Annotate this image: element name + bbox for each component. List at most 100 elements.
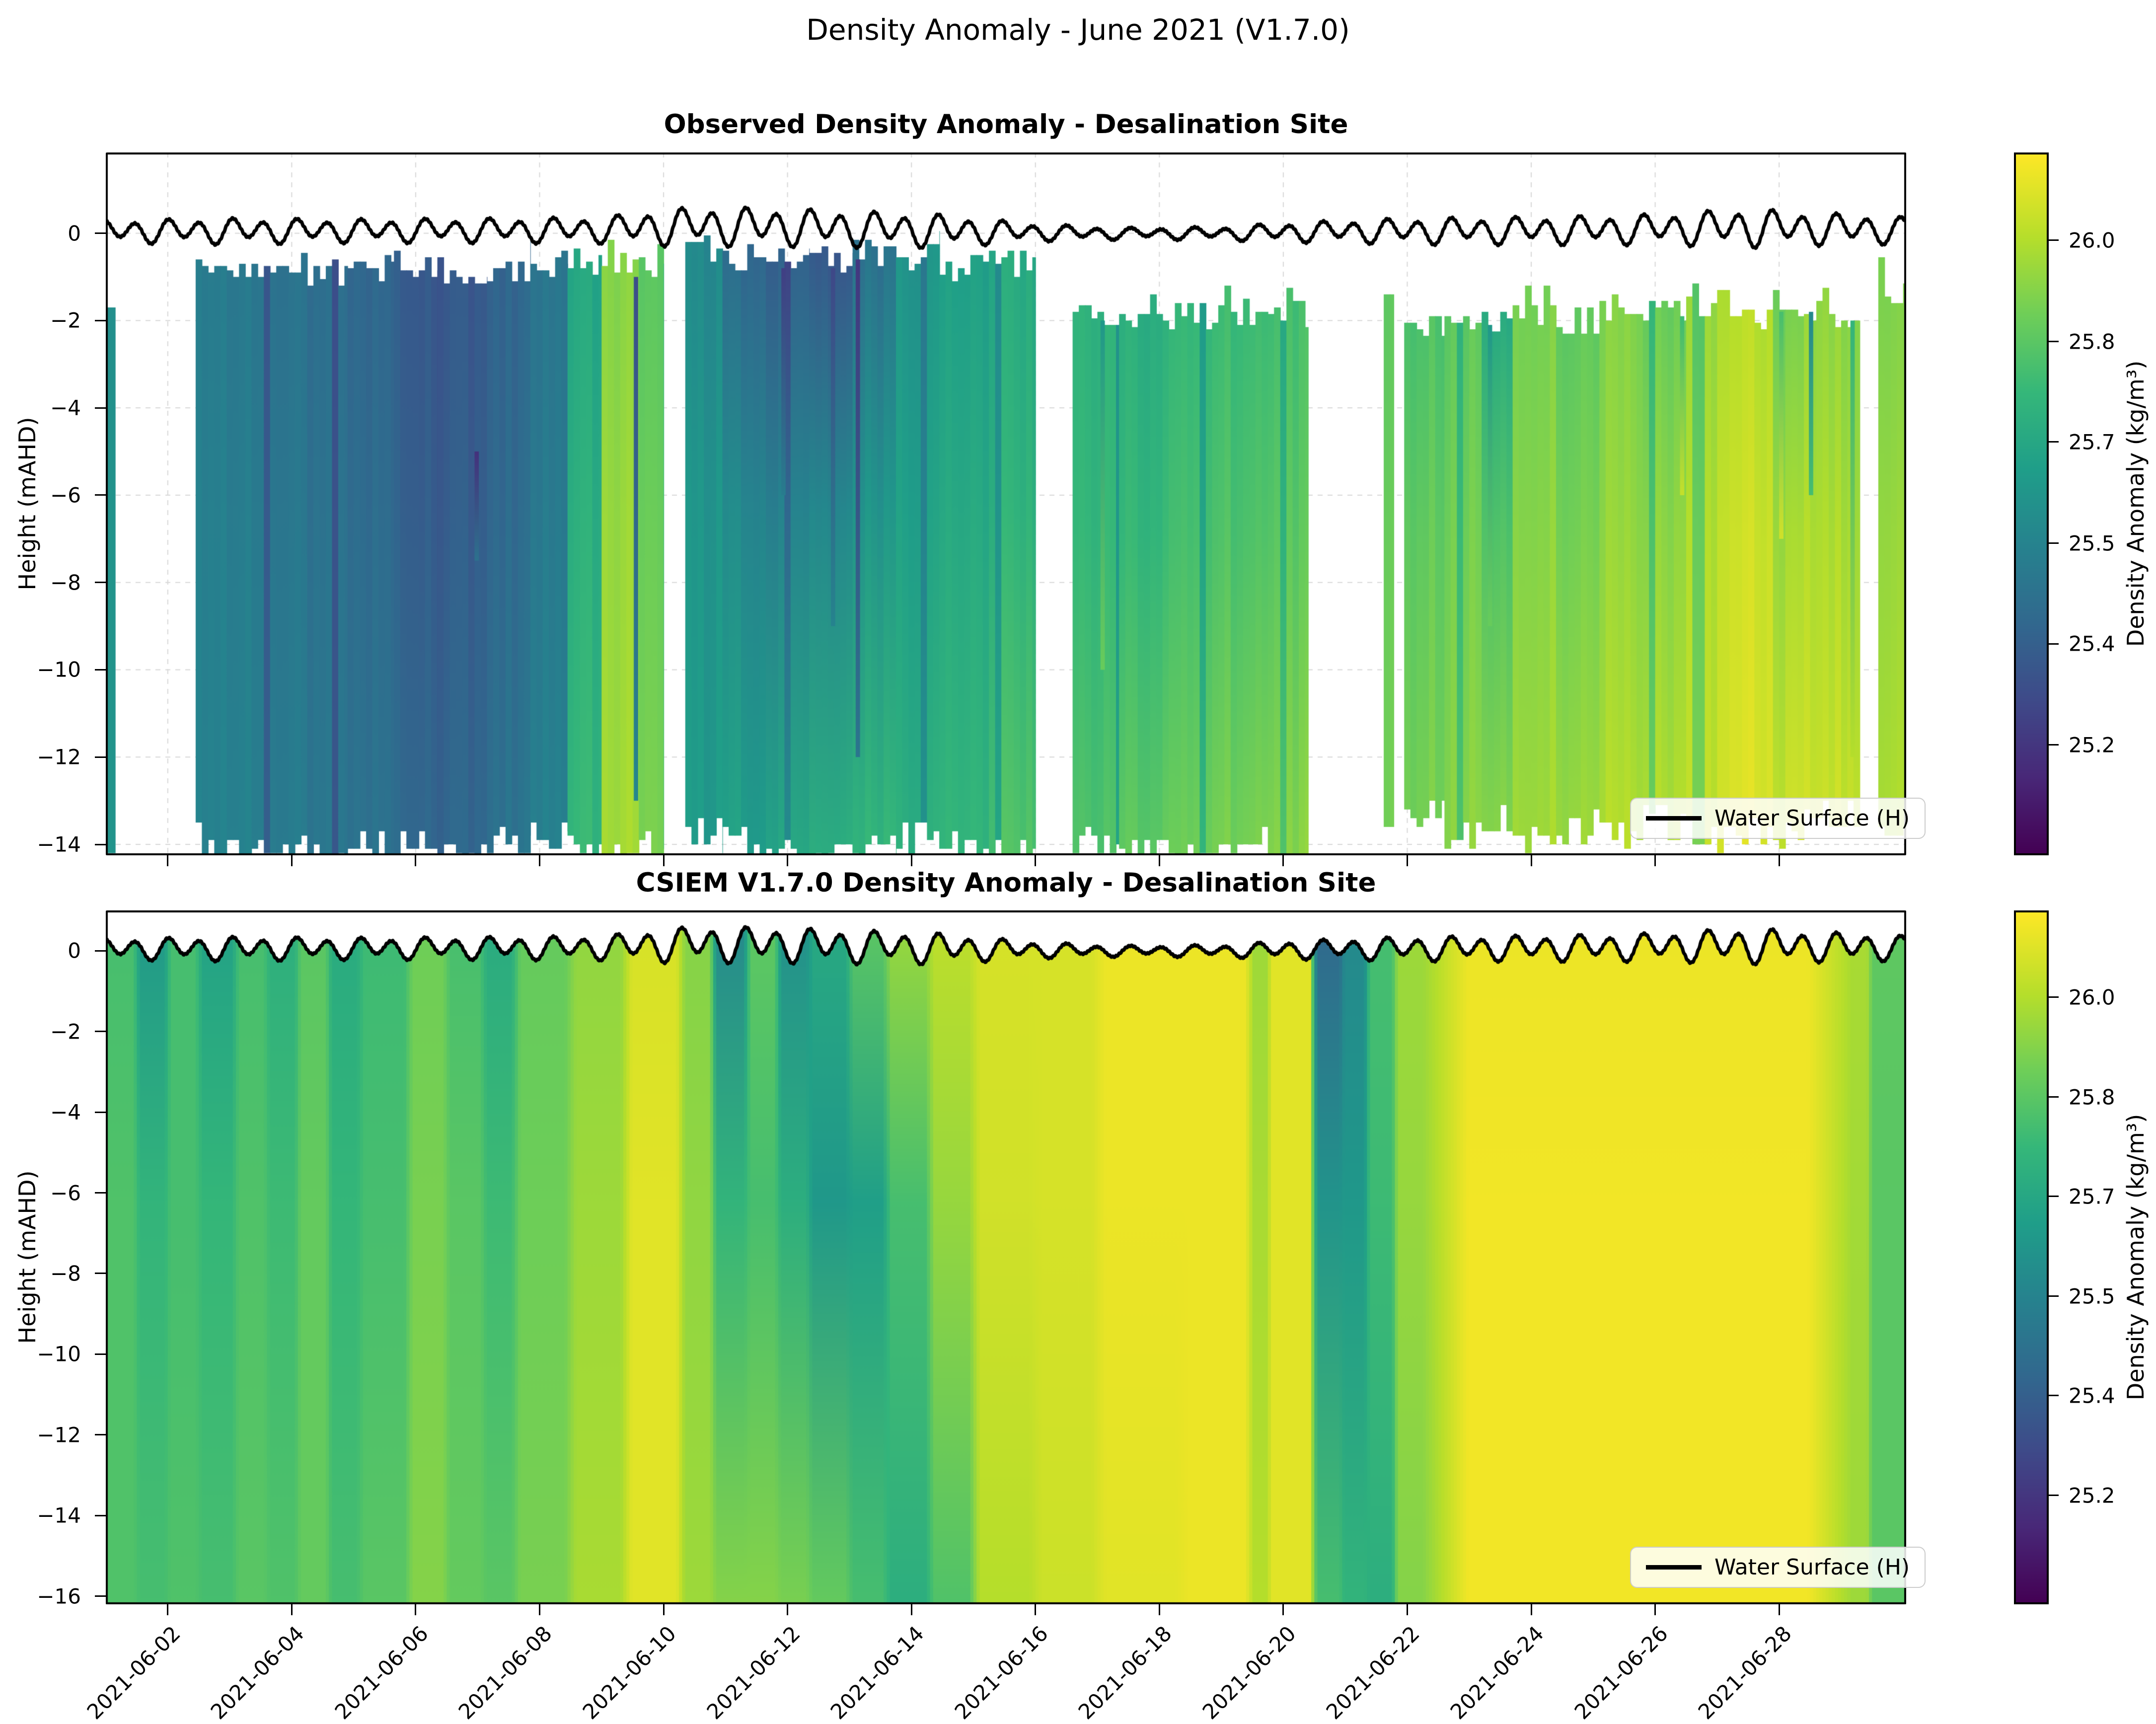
x-tick: [663, 1604, 665, 1615]
model-heatmap-canvas: [106, 910, 1906, 1604]
panel-title-observed: Observed Density Anomaly - Desalination …: [664, 109, 1348, 140]
y-tick: [95, 1273, 106, 1274]
y-tick: [95, 319, 106, 321]
x-tick: [1654, 855, 1656, 866]
colorbar-tick: [2049, 1295, 2059, 1297]
y-tick-label: −6: [50, 483, 81, 508]
x-tick: [1406, 855, 1408, 866]
colorbar-tick-label: 25.5: [2069, 1284, 2115, 1309]
x-tick-label-text: 2021-06-22: [1321, 1621, 1425, 1724]
x-tick: [1282, 855, 1284, 866]
y-tick: [95, 1514, 106, 1516]
colorbar-tick: [2049, 643, 2059, 645]
y-tick-label: 0: [68, 221, 81, 246]
y-tick-label: −14: [37, 1503, 81, 1528]
x-tick: [538, 855, 540, 866]
y-tick: [95, 756, 106, 758]
x-tick: [1158, 1604, 1160, 1615]
y-tick-label: −6: [50, 1181, 81, 1205]
colorbar-model: [2014, 910, 2049, 1604]
legend-model: Water Surface (H): [1630, 1547, 1926, 1588]
water-surface-line-swatch: [1646, 1565, 1702, 1570]
x-tick: [1530, 855, 1532, 866]
y-tick: [95, 1111, 106, 1113]
x-tick: [538, 1604, 540, 1615]
colorbar-label-observed: Density Anomaly (kg/m³): [2122, 360, 2149, 647]
colorbar-tick: [2049, 1395, 2059, 1396]
colorbar-tick-label: 25.5: [2069, 531, 2115, 556]
x-tick-label-text: 2021-06-08: [453, 1621, 557, 1724]
x-tick: [1654, 1604, 1656, 1615]
colorbar-tick-label: 25.4: [2069, 631, 2115, 656]
legend-label: Water Surface (H): [1714, 806, 1910, 831]
x-tick: [910, 1604, 912, 1615]
colorbar-tick: [2049, 341, 2059, 343]
x-tick-label-text: 2021-06-28: [1693, 1621, 1796, 1724]
y-tick: [95, 669, 106, 671]
x-tick: [787, 855, 789, 866]
y-tick-label: −2: [50, 1019, 81, 1044]
x-tick: [663, 855, 665, 866]
y-tick-label: −16: [37, 1584, 81, 1609]
colorbar-tick-label: 25.4: [2069, 1383, 2115, 1408]
y-tick: [95, 1353, 106, 1355]
x-tick-label-text: 2021-06-18: [1073, 1621, 1177, 1724]
x-tick: [1406, 1604, 1408, 1615]
y-tick: [95, 1434, 106, 1436]
x-tick: [291, 1604, 293, 1615]
x-tick-label-text: 2021-06-04: [206, 1621, 309, 1724]
x-tick-label-text: 2021-06-24: [1445, 1621, 1549, 1724]
legend-label: Water Surface (H): [1714, 1555, 1910, 1580]
colorbar-observed: [2014, 152, 2049, 855]
y-tick: [95, 407, 106, 409]
y-tick-label: −4: [50, 1100, 81, 1124]
x-tick-label-text: 2021-06-16: [950, 1621, 1053, 1724]
x-tick-label-text: 2021-06-26: [1569, 1621, 1673, 1724]
y-tick-label: −14: [37, 832, 81, 857]
y-tick-label: −12: [37, 745, 81, 769]
colorbar-tick-label: 25.8: [2069, 329, 2115, 354]
water-surface-line-swatch: [1646, 816, 1702, 821]
panel-title-model: CSIEM V1.7.0 Density Anomaly - Desalinat…: [636, 868, 1376, 898]
y-tick: [95, 1031, 106, 1033]
y-tick-label: −8: [50, 1261, 81, 1286]
x-tick-label-text: 2021-06-06: [330, 1621, 433, 1724]
x-tick: [1530, 1604, 1532, 1615]
colorbar-tick: [2049, 1495, 2059, 1497]
colorbar-tick-label: 25.7: [2069, 1184, 2115, 1209]
colorbar-tick-label: 25.7: [2069, 430, 2115, 454]
colorbar-tick-label: 25.8: [2069, 1085, 2115, 1110]
colorbar-tick: [2049, 542, 2059, 544]
y-tick-label: −4: [50, 395, 81, 420]
x-tick: [1778, 1604, 1780, 1615]
x-tick-label-text: 2021-06-02: [82, 1621, 185, 1724]
colorbar-label-model: Density Anomaly (kg/m³): [2122, 1114, 2149, 1401]
y-tick-label: −12: [37, 1423, 81, 1447]
colorbar-tick-label: 25.2: [2069, 1483, 2115, 1508]
y-tick: [95, 843, 106, 845]
x-tick-label-text: 2021-06-20: [1197, 1621, 1301, 1724]
x-tick: [910, 855, 912, 866]
y-tick-label: 0: [68, 938, 81, 963]
y-tick: [95, 1595, 106, 1597]
x-tick: [415, 1604, 417, 1615]
x-tick-label-text: 2021-06-12: [702, 1621, 805, 1724]
y-tick: [95, 582, 106, 584]
y-tick: [95, 494, 106, 496]
colorbar-tick: [2049, 996, 2059, 998]
x-tick: [1158, 855, 1160, 866]
y-tick-label: −10: [37, 1342, 81, 1366]
x-tick: [1778, 855, 1780, 866]
x-tick-label-text: 2021-06-10: [578, 1621, 681, 1724]
y-tick: [95, 232, 106, 234]
x-tick: [1035, 1604, 1037, 1615]
x-tick: [787, 1604, 789, 1615]
y-tick-label: −2: [50, 308, 81, 333]
x-tick: [415, 855, 417, 866]
colorbar-tick: [2049, 744, 2059, 746]
x-tick: [1282, 1604, 1284, 1615]
figure-title: Density Anomaly - June 2021 (V1.7.0): [806, 13, 1350, 47]
colorbar-tick: [2049, 1096, 2059, 1098]
x-tick: [1035, 855, 1037, 866]
colorbar-tick: [2049, 239, 2059, 241]
